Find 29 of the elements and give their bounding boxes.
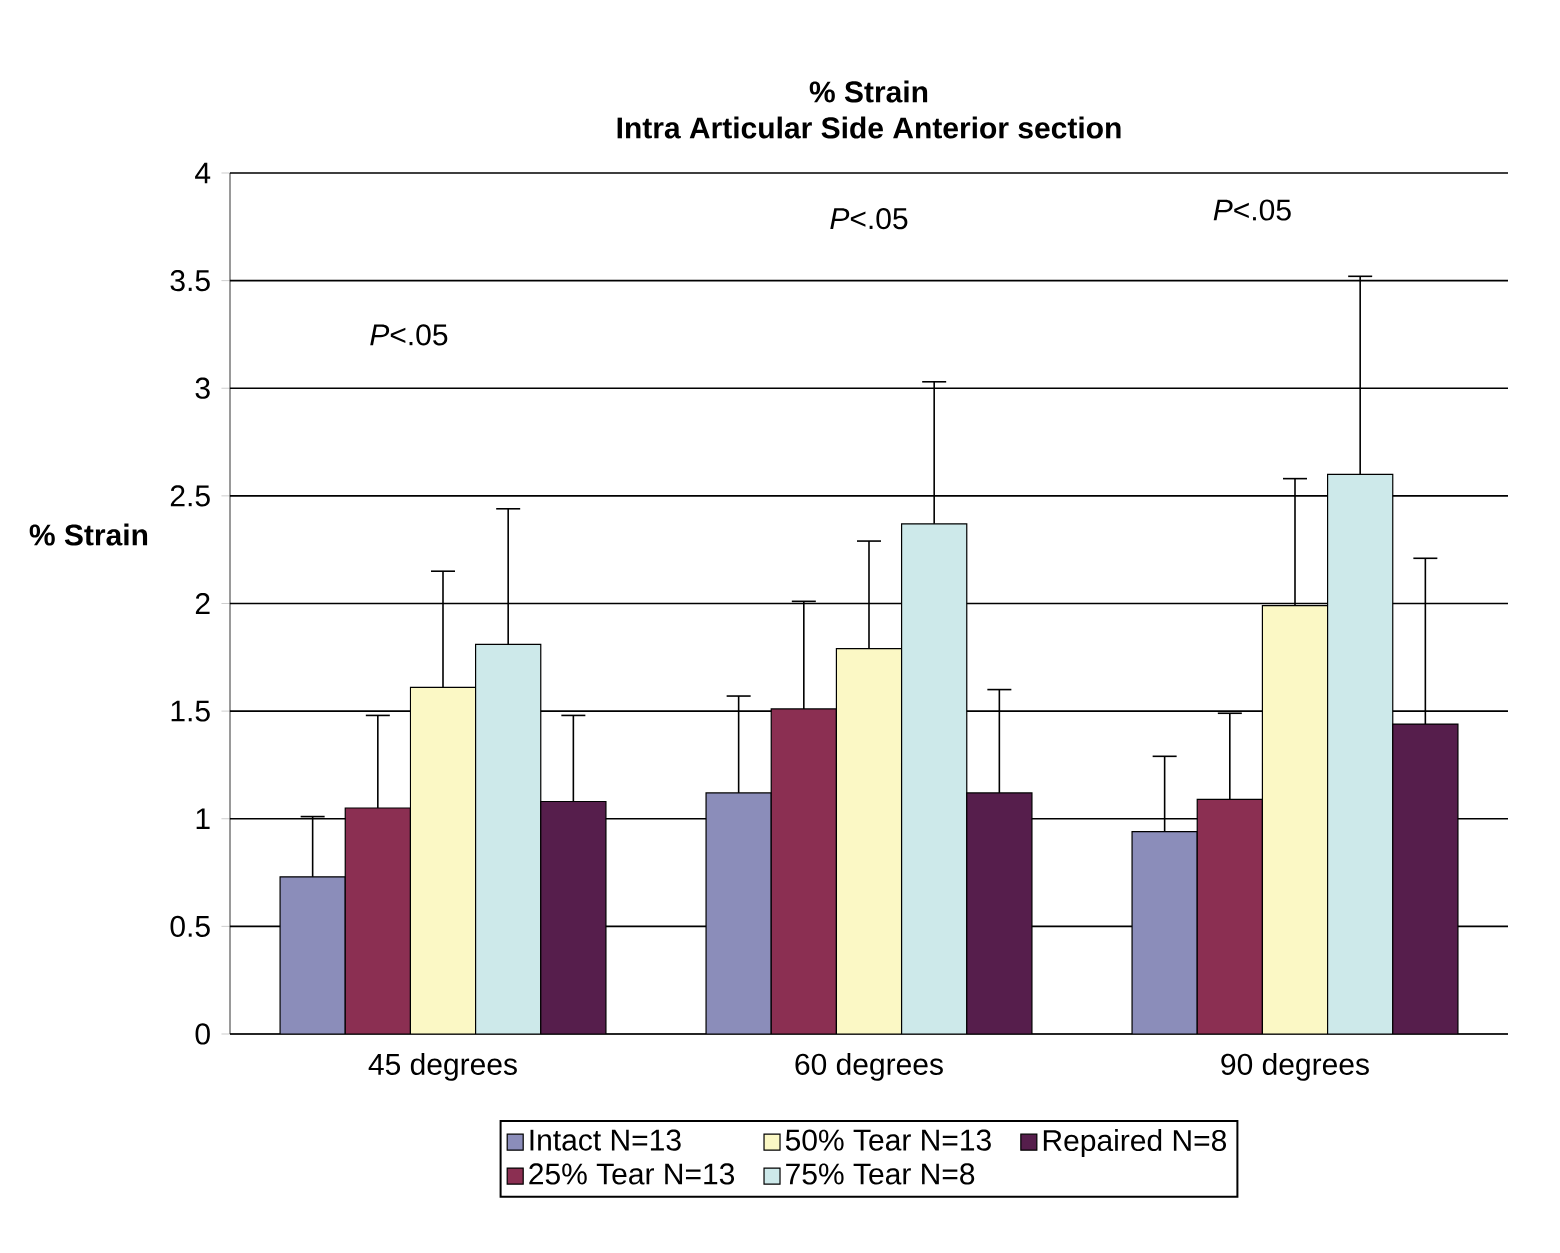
y-tick-label: 0.5 [170,915,210,937]
bar [1196,798,1264,1034]
bar [475,644,541,1034]
y-tick-label: 4 [195,162,211,184]
x-tick-label: 90 degrees [1221,1052,1369,1081]
legend-label: 25% Tear N=13 [529,1163,735,1185]
bar [1326,473,1394,1034]
y-tick-label: 2 [195,593,210,614]
chart-subtitle: Intra Articular Side Anterior section [617,116,1121,139]
y-tick-label: 1 [196,808,210,830]
annotation: P<.05 [370,324,448,346]
annotation: P<.05 [1213,199,1291,221]
bar [771,708,837,1034]
y-axis-title: % Strain [29,523,148,546]
y-tick-label: 2.5 [170,485,210,507]
y-tick-label: 1.5 [171,700,210,722]
legend-label: 75% Tear N=8 [786,1163,975,1185]
y-tick-label: 3.5 [170,269,210,292]
x-tick-label: 45 degrees [368,1052,517,1081]
y-tick-label: 3 [195,377,210,399]
legend-label: 50% Tear N=13 [785,1129,991,1151]
legend-label: Repaired N=8 [1043,1129,1227,1158]
x-tick-label: 60 degrees [795,1052,943,1081]
bar [345,807,411,1034]
bar [901,523,967,1034]
chart-title: % Strain [809,80,928,103]
legend-label: Intact N=13 [530,1129,681,1151]
y-tick-label: 0 [195,1023,210,1045]
annotation: P<.05 [830,208,908,230]
